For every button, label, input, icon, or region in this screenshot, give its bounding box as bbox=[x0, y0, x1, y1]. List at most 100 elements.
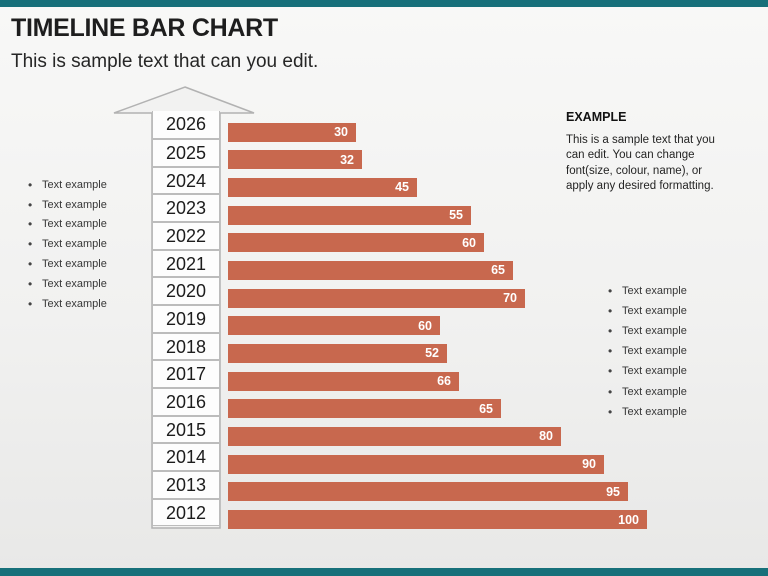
bar-2026: 30 bbox=[228, 122, 356, 142]
bullet-text: Text example bbox=[42, 198, 107, 211]
bar-value-label: 32 bbox=[340, 152, 354, 167]
bar-value-label: 95 bbox=[606, 484, 620, 499]
bar-2025: 32 bbox=[228, 150, 362, 170]
bar-2018: 52 bbox=[228, 343, 447, 363]
year-label-2013: 2013 bbox=[152, 471, 220, 499]
bullet-text: Text example bbox=[42, 238, 107, 251]
bullet-text: Text example bbox=[622, 345, 687, 358]
bullet-dot-icon: • bbox=[28, 276, 33, 291]
list-item: • Text example bbox=[608, 301, 687, 321]
bullet-dot-icon: • bbox=[28, 217, 33, 232]
bullet-dot-icon: • bbox=[28, 237, 33, 252]
list-item: • Text example bbox=[608, 321, 687, 341]
bullet-dot-icon: • bbox=[608, 324, 613, 339]
left-bullet-list: • Text example • Text example • Text example •… bbox=[28, 175, 107, 314]
year-label-2023: 2023 bbox=[152, 194, 220, 222]
bar-2013: 95 bbox=[228, 482, 628, 502]
bullet-dot-icon: • bbox=[28, 257, 33, 272]
bullet-text: Text example bbox=[622, 285, 687, 298]
list-item: • Text example bbox=[28, 294, 107, 314]
list-item: • Text example bbox=[28, 215, 107, 235]
bullet-dot-icon: • bbox=[608, 284, 613, 299]
bar-2016: 65 bbox=[228, 399, 501, 419]
list-item: • Text example bbox=[28, 175, 107, 195]
page-title: TIMELINE BAR CHART bbox=[11, 14, 278, 42]
list-item: • Text example bbox=[28, 195, 107, 215]
bar-2015: 80 bbox=[228, 426, 561, 446]
list-item: • Text example bbox=[608, 381, 687, 401]
bullet-text: Text example bbox=[622, 365, 687, 378]
bar-value-label: 70 bbox=[503, 291, 517, 306]
example-body-line: This is a sample text that you bbox=[566, 134, 715, 146]
list-item: • Text example bbox=[608, 402, 687, 422]
year-label-2017: 2017 bbox=[152, 360, 220, 389]
list-item: • Text example bbox=[608, 281, 687, 301]
bullet-dot-icon: • bbox=[28, 296, 33, 311]
example-body-line: can edit. You can change bbox=[566, 149, 695, 162]
example-body-line: apply any desired formatting. bbox=[566, 179, 714, 192]
bullet-text: Text example bbox=[42, 178, 107, 191]
bar-2020: 70 bbox=[228, 288, 525, 308]
bullet-text: Text example bbox=[42, 297, 107, 310]
bar-value-label: 52 bbox=[425, 346, 439, 361]
bar-value-label: 65 bbox=[491, 263, 505, 278]
bar-value-label: 60 bbox=[418, 318, 432, 333]
top-accent-strip bbox=[0, 0, 768, 7]
bar-2023: 55 bbox=[228, 205, 471, 225]
bar-value-label: 100 bbox=[618, 512, 639, 527]
year-label-2026: 2026 bbox=[152, 111, 220, 139]
year-label-2020: 2020 bbox=[152, 277, 220, 306]
bar-value-label: 55 bbox=[449, 208, 463, 223]
list-item: • Text example bbox=[28, 274, 107, 294]
year-label-2025: 2025 bbox=[152, 138, 220, 167]
bottom-accent-strip bbox=[0, 568, 768, 576]
example-body-line: font(size, colour, name), or bbox=[566, 164, 703, 177]
bullet-text: Text example bbox=[622, 305, 687, 318]
bar-value-label: 66 bbox=[437, 374, 451, 389]
bullet-text: Text example bbox=[42, 218, 107, 231]
year-label-2012: 2012 bbox=[152, 498, 220, 527]
bar-2022: 60 bbox=[228, 233, 484, 253]
year-label-2021: 2021 bbox=[152, 249, 220, 278]
example-heading: EXAMPLE bbox=[566, 110, 627, 124]
right-bullet-list: • Text example • Text example • Text example •… bbox=[608, 281, 687, 422]
bar-value-label: 60 bbox=[462, 235, 476, 250]
bullet-dot-icon: • bbox=[28, 177, 33, 192]
bullet-dot-icon: • bbox=[608, 404, 613, 419]
bullet-dot-icon: • bbox=[608, 384, 613, 399]
example-body: This is a sample text that you can edit. … bbox=[566, 133, 731, 194]
bullet-text: Text example bbox=[622, 385, 687, 398]
slide-subtitle: This is sample text that can you edit. bbox=[11, 51, 319, 72]
bar-2014: 90 bbox=[228, 454, 604, 474]
bullet-text: Text example bbox=[42, 277, 107, 290]
bar-value-label: 65 bbox=[479, 401, 493, 416]
bullet-dot-icon: • bbox=[608, 364, 613, 379]
bar-value-label: 90 bbox=[582, 457, 596, 472]
year-label-2016: 2016 bbox=[152, 388, 220, 416]
bar-value-label: 80 bbox=[539, 429, 553, 444]
list-item: • Text example bbox=[28, 254, 107, 274]
bullet-text: Text example bbox=[622, 405, 687, 418]
bar-2024: 45 bbox=[228, 177, 417, 197]
bullet-text: Text example bbox=[42, 258, 107, 271]
bullet-dot-icon: • bbox=[28, 197, 33, 212]
bar-value-label: 30 bbox=[334, 125, 348, 139]
bar-value-label: 45 bbox=[395, 180, 409, 195]
year-label-2015: 2015 bbox=[152, 415, 220, 444]
year-label-2024: 2024 bbox=[152, 166, 220, 195]
bullet-dot-icon: • bbox=[608, 304, 613, 319]
bar-2012: 100 bbox=[228, 510, 647, 530]
list-item: • Text example bbox=[608, 361, 687, 381]
year-label-2018: 2018 bbox=[152, 332, 220, 361]
bullet-dot-icon: • bbox=[608, 344, 613, 359]
year-label-2014: 2014 bbox=[152, 443, 220, 472]
list-item: • Text example bbox=[28, 234, 107, 254]
bar-2017: 66 bbox=[228, 371, 459, 391]
year-label-2019: 2019 bbox=[152, 305, 220, 333]
list-item: • Text example bbox=[608, 341, 687, 361]
bar-2021: 65 bbox=[228, 260, 513, 280]
bullet-text: Text example bbox=[622, 325, 687, 338]
example-panel: EXAMPLE This is a sample text that you ca… bbox=[566, 110, 731, 194]
bar-2019: 60 bbox=[228, 316, 440, 336]
